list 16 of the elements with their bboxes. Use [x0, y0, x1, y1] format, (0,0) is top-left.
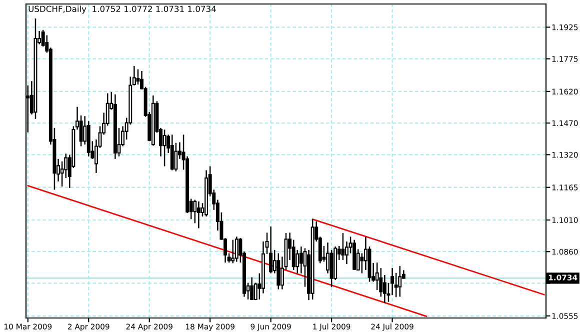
- candlestick: [231, 239, 235, 264]
- candlestick: [296, 249, 300, 274]
- candlestick: [341, 232, 345, 261]
- candlestick: [360, 252, 364, 274]
- candlestick: [162, 128, 166, 167]
- candlestick: [174, 142, 178, 172]
- candlestick: [170, 134, 174, 171]
- candlestick: [299, 246, 303, 274]
- chart-title: USDCHF,Daily 1.0752 1.0772 1.0731 1.0734: [28, 6, 216, 14]
- candlestick: [398, 265, 402, 298]
- candlestick: [136, 68, 140, 86]
- candlestick: [196, 200, 200, 229]
- candlestick: [193, 199, 197, 224]
- candlestick: [234, 236, 238, 262]
- candlestick: [250, 276, 254, 301]
- candlestick: [269, 226, 273, 274]
